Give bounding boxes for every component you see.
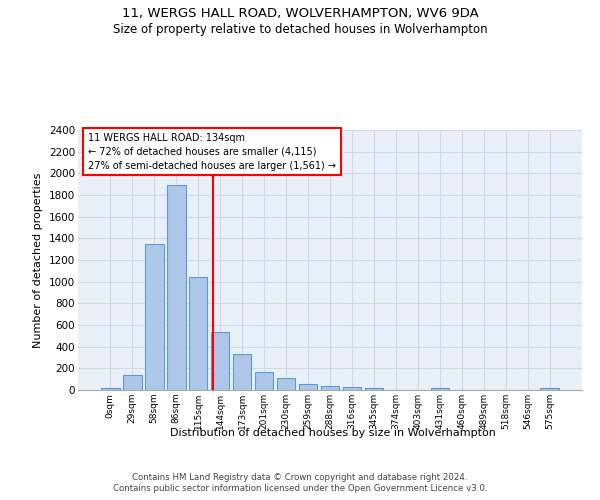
Bar <box>541 388 559 390</box>
Bar <box>299 384 317 390</box>
Bar <box>320 386 340 390</box>
Bar <box>101 388 119 390</box>
Bar <box>189 278 208 390</box>
Text: 11, WERGS HALL ROAD, WOLVERHAMPTON, WV6 9DA: 11, WERGS HALL ROAD, WOLVERHAMPTON, WV6 … <box>122 8 478 20</box>
Bar <box>277 378 295 390</box>
Bar <box>233 354 251 390</box>
Bar <box>167 185 185 390</box>
Bar <box>365 388 383 390</box>
Text: Distribution of detached houses by size in Wolverhampton: Distribution of detached houses by size … <box>170 428 496 438</box>
Text: Size of property relative to detached houses in Wolverhampton: Size of property relative to detached ho… <box>113 22 487 36</box>
Bar <box>123 376 142 390</box>
Bar <box>431 388 449 390</box>
Text: Contains public sector information licensed under the Open Government Licence v3: Contains public sector information licen… <box>113 484 487 493</box>
Text: 11 WERGS HALL ROAD: 134sqm
← 72% of detached houses are smaller (4,115)
27% of s: 11 WERGS HALL ROAD: 134sqm ← 72% of deta… <box>88 132 336 170</box>
Bar <box>343 388 361 390</box>
Bar <box>255 372 274 390</box>
Bar <box>211 332 229 390</box>
Y-axis label: Number of detached properties: Number of detached properties <box>34 172 43 348</box>
Bar <box>145 244 164 390</box>
Text: Contains HM Land Registry data © Crown copyright and database right 2024.: Contains HM Land Registry data © Crown c… <box>132 472 468 482</box>
